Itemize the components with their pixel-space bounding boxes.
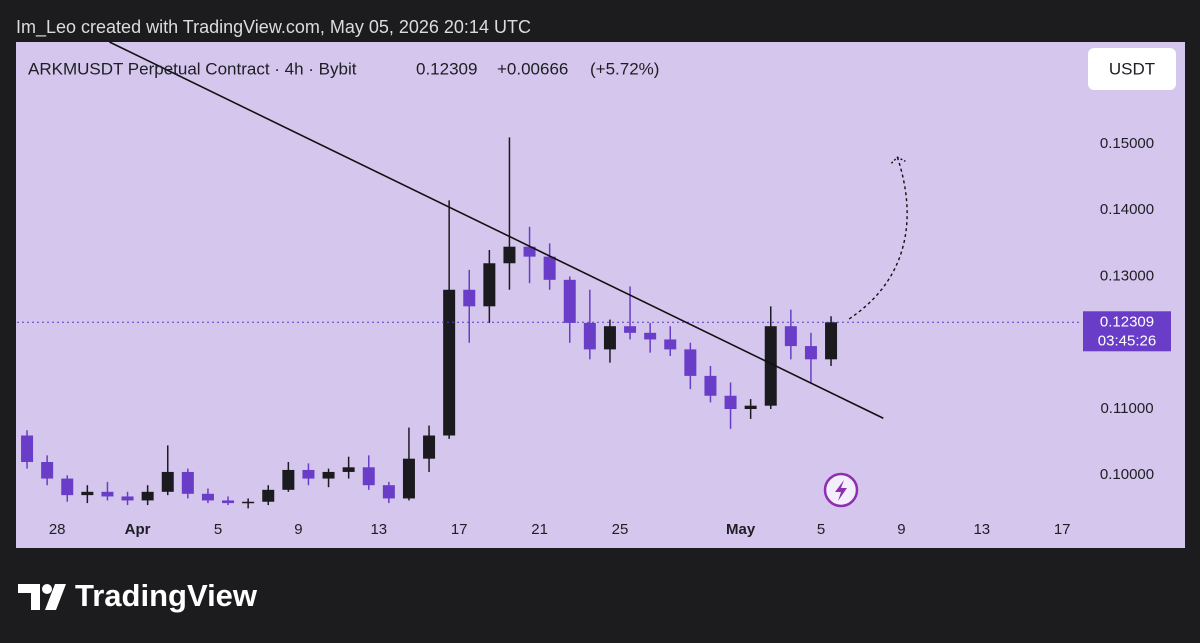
x-tick-label: 17 <box>451 521 468 538</box>
candle-body <box>121 496 134 501</box>
candle-body <box>322 471 335 479</box>
candle-body <box>41 462 54 479</box>
countdown: 03:45:26 <box>1098 332 1156 349</box>
currency-button[interactable] <box>1088 48 1176 90</box>
x-tick-label: 21 <box>531 521 548 538</box>
x-tick-label: 5 <box>817 521 825 538</box>
alert-icon[interactable] <box>823 472 859 508</box>
candle-body <box>222 500 235 504</box>
candle-body <box>523 246 536 257</box>
last-price-box <box>1083 311 1171 352</box>
candle-body <box>81 491 94 496</box>
candle-body <box>664 339 677 350</box>
plot: 0.10000 0.11000 0.13000 0.14000 0.15000 28 Apr… <box>17 41 1171 538</box>
trendline <box>109 41 884 419</box>
logo <box>18 584 66 610</box>
x-tick-label: 5 <box>214 521 222 538</box>
candle-body <box>201 493 214 501</box>
candle-body <box>423 435 436 459</box>
x-tick-label: 13 <box>973 521 990 538</box>
candle-body <box>764 326 777 406</box>
candle-body <box>603 326 616 350</box>
chart-panel <box>16 42 1185 548</box>
candle-body <box>744 405 757 410</box>
candle-body <box>362 467 375 486</box>
change-percent: (+5.72%) <box>590 59 659 78</box>
x-tick-label: 28 <box>49 521 66 538</box>
candle-body <box>825 322 838 360</box>
attribution: Im_Leo created with TradingView.com, May… <box>16 17 531 38</box>
x-tick-label: May <box>726 521 756 538</box>
y-tick-label: 0.11000 <box>1100 400 1153 417</box>
candle-body <box>804 346 817 360</box>
chart-title: ARKMUSDT Perpetual Contract · 4h · Bybit <box>28 59 357 78</box>
candle-body <box>644 332 657 340</box>
candle-body <box>503 246 516 264</box>
x-tick-label: 17 <box>1054 521 1071 538</box>
x-tick-label: 13 <box>370 521 387 538</box>
candle-body <box>684 349 697 376</box>
x-tick-label: 9 <box>897 521 905 538</box>
candle-body <box>463 289 476 307</box>
candle-body <box>483 263 496 307</box>
arrow-head <box>890 156 906 164</box>
candle-body <box>443 289 456 436</box>
y-tick-label: 0.10000 <box>1100 466 1154 483</box>
projection-arrow <box>848 157 908 320</box>
currency-label[interactable]: USDT <box>1109 59 1155 78</box>
candle-body <box>402 458 415 499</box>
candle-body <box>543 256 556 280</box>
candle-body <box>704 375 717 396</box>
candle-body <box>181 471 194 494</box>
x-tick-label: 25 <box>612 521 629 538</box>
last-price-header: 0.12309 <box>416 59 477 78</box>
candle-body <box>161 471 174 492</box>
candle-body <box>382 485 395 499</box>
candle-body <box>624 326 637 333</box>
candle-body <box>61 478 74 496</box>
candle-body <box>262 489 275 502</box>
candle-body <box>282 469 295 490</box>
candle-body <box>242 501 255 504</box>
candle-body <box>342 467 355 472</box>
candle-body <box>302 469 315 479</box>
y-tick-label: 0.13000 <box>1100 267 1154 284</box>
brand: TradingView <box>75 578 258 613</box>
change: +0.00666 <box>497 59 568 78</box>
last-price-label: 0.12309 <box>1100 313 1154 330</box>
candle-body <box>724 395 737 410</box>
x-tick-label: 9 <box>294 521 302 538</box>
candle-body <box>141 491 154 501</box>
x-tick-label: Apr <box>125 521 151 538</box>
y-tick-label: 0.15000 <box>1100 135 1154 152</box>
candle-body <box>583 322 596 350</box>
candle-body <box>563 279 576 323</box>
candle-body <box>784 326 797 347</box>
candle-body <box>101 491 114 497</box>
candle-body <box>21 435 34 463</box>
y-tick-label: 0.14000 <box>1100 201 1154 218</box>
